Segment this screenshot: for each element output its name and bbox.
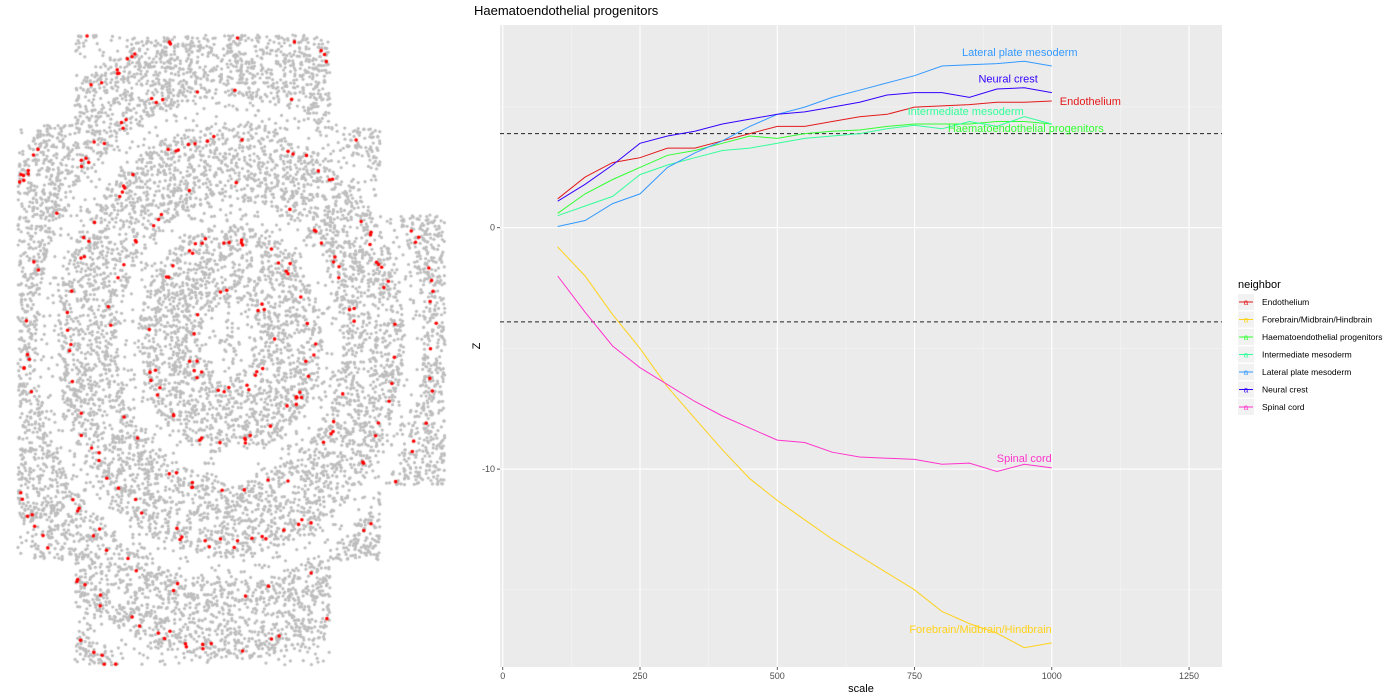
legend-title: neighbor	[1238, 279, 1281, 291]
legend-label: Haematoendothelial progenitors	[1262, 332, 1383, 342]
series-direct-label: Lateral plate mesoderm	[962, 47, 1078, 59]
legend-key-glyph: a	[1244, 316, 1249, 325]
legend-label: Forebrain/Midbrain/Hindbrain	[1262, 315, 1372, 325]
spatial-scatter-plot	[0, 0, 470, 700]
chart-title: Haematoendothelial progenitors	[474, 3, 659, 18]
major-gridlines	[500, 25, 1222, 667]
legend-label: Spinal cord	[1262, 402, 1305, 412]
legend-key-glyph: a	[1244, 386, 1249, 395]
legend-label: Intermediate mesoderm	[1262, 350, 1352, 360]
series-line-1	[557, 246, 1052, 649]
x-axis-ticks: 0 250 500 750 1000 1250	[500, 667, 1199, 681]
series-direct-label: Intermediate mesoderm	[908, 106, 1024, 118]
legend-key-glyph: a	[1244, 368, 1249, 377]
series-line-0	[557, 100, 1052, 200]
series-line-2	[557, 121, 1052, 214]
series-direct-label: Haematoendothelial progenitors	[948, 123, 1104, 135]
series-direct-label: Neural crest	[978, 74, 1037, 86]
series-line-5	[557, 87, 1052, 202]
x-tick-label: 1000	[1042, 671, 1062, 681]
series-lines	[557, 60, 1052, 649]
plot-panel	[500, 25, 1222, 667]
x-tick-label: 0	[500, 671, 505, 681]
x-tick-label: 500	[770, 671, 785, 681]
series-direct-label: Forebrain/Midbrain/Hindbrain	[909, 624, 1051, 636]
series-line-4	[557, 60, 1052, 227]
x-tick-label: 1250	[1179, 671, 1199, 681]
y-axis-title: Z	[471, 342, 483, 349]
y-tick-label: -10	[482, 464, 495, 474]
x-tick-label: 250	[632, 671, 647, 681]
series-direct-labels: Lateral plate mesoderm Neural crest Endoth…	[908, 47, 1121, 636]
y-tick-label: 0	[490, 223, 495, 233]
legend-label: Neural crest	[1262, 385, 1308, 395]
x-axis-title: scale	[848, 683, 874, 695]
series-line-3	[557, 116, 1052, 217]
legend-label: Endothelium	[1262, 297, 1309, 307]
x-tick-label: 750	[907, 671, 922, 681]
legend-key-glyph: a	[1244, 298, 1249, 307]
legend-label: Lateral plate mesoderm	[1262, 367, 1351, 377]
legend-key-glyph: a	[1244, 403, 1249, 412]
series-direct-label: Endothelium	[1060, 96, 1121, 108]
legend-key-glyph: a	[1244, 351, 1249, 360]
legend-key-glyph: a	[1244, 333, 1249, 342]
legend: a Endothelium a Forebrain/Midbrain/Hindbrai…	[1238, 294, 1383, 415]
series-line-6	[557, 275, 1052, 473]
series-direct-label: Spinal cord	[997, 453, 1052, 465]
y-axis-ticks: 0 -10	[482, 223, 500, 474]
minor-gridlines	[500, 25, 1222, 667]
